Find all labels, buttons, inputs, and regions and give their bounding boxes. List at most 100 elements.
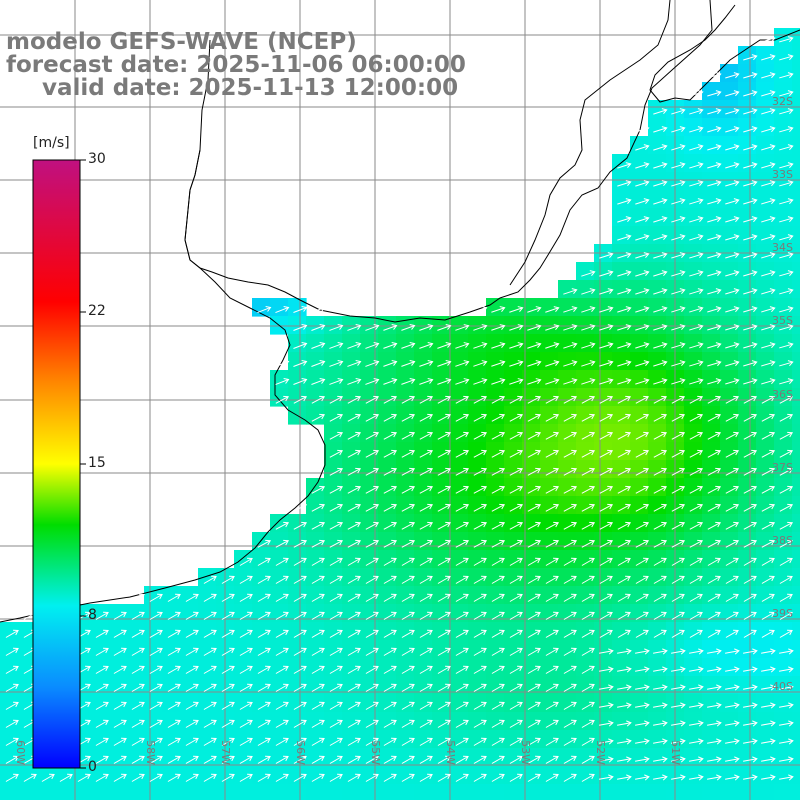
wind-arrow (743, 54, 758, 61)
wind-arrow (653, 126, 668, 133)
wind-arrow (419, 557, 433, 566)
wind-arrow (347, 521, 362, 530)
wind-arrow (419, 611, 433, 620)
wind-arrow (743, 629, 757, 638)
wind-arrow (779, 288, 794, 295)
wind-arrow (761, 252, 776, 259)
wind-arrow (725, 503, 740, 512)
wind-arrow (779, 557, 793, 566)
wind-arrow (653, 162, 668, 169)
wind-arrow (635, 126, 650, 133)
wind-arrow (599, 539, 614, 548)
wind-arrow (293, 755, 307, 764)
wind-arrow (671, 557, 685, 566)
wind-arrow (437, 773, 451, 782)
wind-arrow (401, 557, 415, 566)
wind-arrow (599, 449, 614, 458)
wind-arrow (617, 720, 632, 727)
wind-arrow (5, 701, 19, 710)
wind-arrow (275, 647, 289, 656)
wind-arrow (563, 395, 578, 404)
wind-arrow (743, 485, 758, 494)
wind-arrow (761, 629, 775, 638)
wind-arrow (113, 719, 127, 728)
wind-arrow (455, 557, 469, 566)
wind-arrow (473, 395, 488, 404)
wind-arrow (293, 647, 307, 656)
wind-arrow (329, 629, 343, 638)
wind-arrow (761, 684, 776, 691)
wind-arrow (275, 306, 290, 313)
wind-arrow (635, 575, 649, 584)
wind-arrow (329, 701, 343, 710)
wind-arrow (437, 503, 452, 512)
wind-arrow (491, 360, 506, 367)
wind-arrow (743, 413, 758, 422)
wind-arrow (437, 647, 451, 656)
wind-arrow (401, 324, 416, 331)
wind-arrow (401, 449, 416, 458)
wind-arrow (563, 360, 578, 367)
wind-arrow (473, 611, 487, 620)
wind-arrow (743, 521, 758, 530)
wind-arrow (671, 648, 686, 655)
wind-arrow (689, 126, 704, 133)
wind-arrow (671, 342, 686, 349)
wind-arrow (761, 54, 776, 61)
wind-arrow (437, 539, 452, 548)
wind-arrow (437, 683, 451, 692)
wind-arrow (401, 773, 415, 782)
wind-arrow (617, 360, 632, 367)
wind-arrow (311, 701, 325, 710)
wind-arrow (455, 378, 470, 385)
wind-arrow (545, 342, 560, 349)
wind-arrow (203, 575, 217, 584)
wind-arrow (725, 306, 740, 313)
lat-label: 38S (772, 534, 793, 547)
wind-arrow (347, 503, 362, 512)
wind-arrow (401, 683, 415, 692)
lon-label: 58W (144, 740, 157, 765)
wind-arrow (527, 378, 542, 385)
wind-arrow (779, 521, 794, 530)
wind-arrow (689, 288, 704, 295)
wind-arrow (581, 629, 595, 638)
wind-arrow (581, 413, 596, 422)
wind-arrow (95, 647, 109, 656)
wind-arrow (635, 270, 650, 277)
wind-arrow (491, 593, 505, 602)
wind-arrow (347, 719, 361, 728)
wind-arrow (563, 719, 577, 728)
wind-arrow (707, 216, 722, 223)
wind-arrow (671, 378, 686, 385)
wind-arrow (707, 557, 721, 566)
wind-arrow (635, 449, 650, 458)
wind-arrow (743, 126, 758, 133)
wind-arrow (527, 395, 542, 404)
wind-arrow (779, 324, 794, 331)
wind-arrow (473, 773, 487, 782)
wind-arrow (185, 683, 199, 692)
wind-arrow (455, 683, 469, 692)
wind-arrow (599, 738, 614, 745)
wind-arrow (779, 611, 793, 620)
wind-arrow (707, 611, 721, 620)
wind-arrow (131, 665, 145, 674)
wind-arrow (779, 234, 794, 241)
wind-arrow (455, 467, 470, 476)
wind-arrow (689, 720, 704, 727)
wind-arrow (617, 395, 632, 404)
wind-arrow (185, 755, 199, 764)
wind-arrow (725, 467, 740, 476)
wind-arrow (707, 575, 721, 584)
wind-arrow (113, 701, 127, 710)
wind-arrow (383, 539, 398, 548)
wind-arrow (653, 288, 668, 295)
wind-arrow (311, 342, 326, 349)
wind-arrow (275, 773, 289, 782)
wind-arrow (527, 773, 541, 782)
lat-label: 37S (772, 461, 793, 474)
wind-arrow (563, 449, 578, 458)
wind-arrow (635, 180, 650, 187)
wind-arrow (743, 738, 758, 745)
